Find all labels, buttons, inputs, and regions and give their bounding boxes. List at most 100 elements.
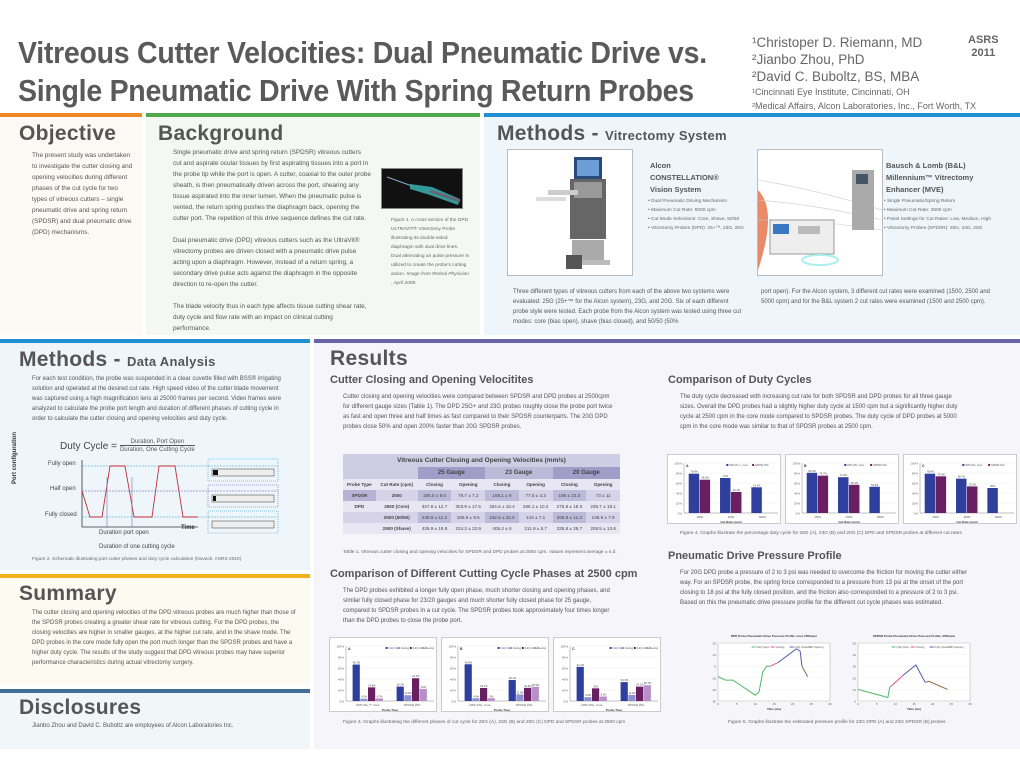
svg-text:80%: 80% [562, 656, 568, 660]
svg-text:10.5%: 10.5% [404, 691, 412, 695]
svg-text:40%: 40% [794, 492, 800, 496]
svg-text:1500: 1500 [696, 515, 703, 519]
svg-text:0: 0 [857, 702, 859, 706]
svg-text:60%: 60% [912, 482, 918, 486]
gauge-header: 25 Gauge [417, 467, 486, 479]
svg-text:0%: 0% [564, 700, 569, 704]
spec-item: • Vitrectomy Probes (SPDSR): 25G, 23G, 2… [884, 226, 983, 231]
table-caption: Table 1. Vitreous cutter closing and ope… [343, 550, 617, 555]
svg-text:100%: 100% [336, 645, 344, 649]
svg-text:50: 50 [853, 642, 857, 646]
gauge-header: 20 Gauge [552, 467, 620, 479]
svg-text:62.1%: 62.1% [577, 663, 585, 667]
svg-text:-20: -20 [712, 688, 717, 692]
bar-chart: 0% 20% 40% 60% 80% 100% 80.4%74.7% 1500 71.6%56.… [785, 454, 899, 524]
figure-caption: Figure 4. Graphs illustrate the percenta… [680, 531, 962, 536]
column-header: Closing [493, 482, 511, 487]
table-title: Vitreous Cutter Closing and Opening Velo… [343, 454, 620, 467]
svg-text:40%: 40% [912, 492, 918, 496]
svg-text:66.6%: 66.6% [701, 476, 709, 480]
svg-text:5000: 5000 [877, 515, 884, 519]
section-heading: Background [158, 122, 284, 145]
svg-text:66.3%: 66.3% [353, 661, 361, 665]
gauge-header: 23 Gauge [505, 470, 533, 476]
svg-text:34.3%: 34.3% [621, 678, 629, 682]
phases-text: The DPD probes exhibited a longer fully … [343, 588, 610, 624]
millennium-photo [757, 149, 883, 276]
svg-text:100%: 100% [674, 462, 682, 466]
svg-text:Fully Open: Fully Open [897, 645, 910, 649]
svg-text:SPDSR 25G: SPDSR 25G [755, 464, 769, 467]
subsection-heading: Comparison of Duty Cycles [668, 374, 812, 386]
column-header: Probe Type [347, 482, 372, 487]
svg-text:100%: 100% [910, 462, 918, 466]
svg-text:Closing: Closing [625, 647, 634, 650]
svg-text:Cut Rate (cpm): Cut Rate (cpm) [838, 520, 859, 524]
spec-item: • Maximum Cut Rate: 2500 cpm [884, 208, 952, 213]
methods-system-panel: Methods - Vitrectomy System Alcon CONSTE… [484, 113, 1020, 335]
svg-text:4.2%: 4.2% [361, 695, 368, 699]
svg-text:Fully Closed: Fully Closed [935, 645, 950, 649]
port-configuration-diagram [81, 458, 279, 534]
header-divider [0, 113, 142, 117]
level-label: Fully closed [45, 512, 77, 518]
subsection-heading: Pneumatic Drive Pressure Profile [668, 550, 842, 562]
svg-text:Fully Open: Fully Open [389, 647, 401, 650]
affiliation: ¹Cincinnati Eye Institute, Cincinnati, O… [752, 87, 910, 97]
svg-text:23%: 23% [593, 684, 599, 688]
disclosures-panel: Disclosures Jianbo Zhou and David C. Bub… [0, 689, 310, 749]
svg-text:0: 0 [717, 702, 719, 706]
svg-text:80.4%: 80.4% [809, 469, 817, 473]
methods-text: port open). For the Alcon system, 3 diff… [761, 289, 991, 305]
svg-text:20%: 20% [676, 502, 682, 506]
svg-text:15: 15 [772, 702, 776, 706]
svg-text:1500: 1500 [932, 515, 939, 519]
svg-text:C: C [572, 647, 575, 651]
svg-text:73.4%: 73.4% [937, 472, 945, 476]
svg-text:10: 10 [754, 702, 758, 706]
svg-text:Fully Open: Fully Open [757, 645, 770, 649]
background-paragraph: The blade velocity thus in each type aff… [173, 303, 367, 332]
svg-text:Opening: Opening [649, 647, 659, 650]
data-analysis-text: For each test condition, the probe was s… [32, 376, 282, 422]
svg-text:Cut Rate (cpm): Cut Rate (cpm) [956, 520, 977, 524]
column-header: Closing [560, 482, 578, 487]
svg-text:26.1%: 26.1% [636, 683, 644, 687]
figure-caption: Figure 3. Graphs illustrating the differ… [343, 720, 626, 725]
svg-text:DPD 25+™, Core: DPD 25+™, Core [356, 703, 380, 707]
background-paragraph: Single pneumatic drive and spring return… [173, 149, 371, 222]
svg-text:26.2%: 26.2% [397, 683, 405, 687]
probe-photo [381, 168, 463, 209]
svg-text:Opening: Opening [954, 645, 964, 649]
x-axis-label: Time [181, 525, 195, 531]
svg-text:51.4%: 51.4% [753, 483, 761, 487]
svg-text:23.7%: 23.7% [480, 684, 488, 688]
svg-text:71.6%: 71.6% [840, 473, 848, 477]
svg-text:22%: 22% [421, 685, 427, 689]
svg-text:60%: 60% [676, 482, 682, 486]
svg-text:Opening: Opening [425, 647, 435, 650]
phase-charts: 0% 20% 40% 60% 80% 100% 66.3% 4.2% 24.8% 4.7% DPD … [329, 637, 669, 712]
svg-text:30: 30 [853, 665, 857, 669]
spec-item: • Vitrectomy Probes (DPD): 25+™, 23G, 20… [648, 226, 744, 231]
duration-open-label: Duration port open [99, 530, 149, 536]
svg-text:2500: 2500 [846, 515, 853, 519]
figure-caption: Figure 5. Graphs illustrate the estimate… [728, 720, 946, 725]
author-list: ¹Christoper D. Riemann, MD ²Jianbo Zhou,… [752, 34, 976, 113]
section-heading: Objective [19, 122, 117, 145]
system-name: Alcon [650, 161, 671, 170]
svg-text:78.6%: 78.6% [927, 470, 935, 474]
svg-text:60%: 60% [562, 667, 568, 671]
svg-text:Closing: Closing [916, 645, 925, 649]
svg-text:80%: 80% [912, 472, 918, 476]
spec-item: • Single Pneumatic/Spring Return [884, 199, 956, 204]
svg-text:SPDSR 20G: SPDSR 20G [991, 464, 1005, 467]
spec-item: • Cut Mode Selections: Core, Shave, 50/5… [648, 217, 740, 222]
svg-text:A: A [348, 647, 351, 651]
section-heading: Disclosures [19, 696, 142, 719]
column-header: Cut Rate (cpm) [380, 482, 414, 487]
svg-text:1500: 1500 [814, 515, 821, 519]
section-subheading: Vitrectomy System [605, 128, 727, 143]
svg-text:5: 5 [736, 702, 738, 706]
section-divider [0, 689, 310, 693]
